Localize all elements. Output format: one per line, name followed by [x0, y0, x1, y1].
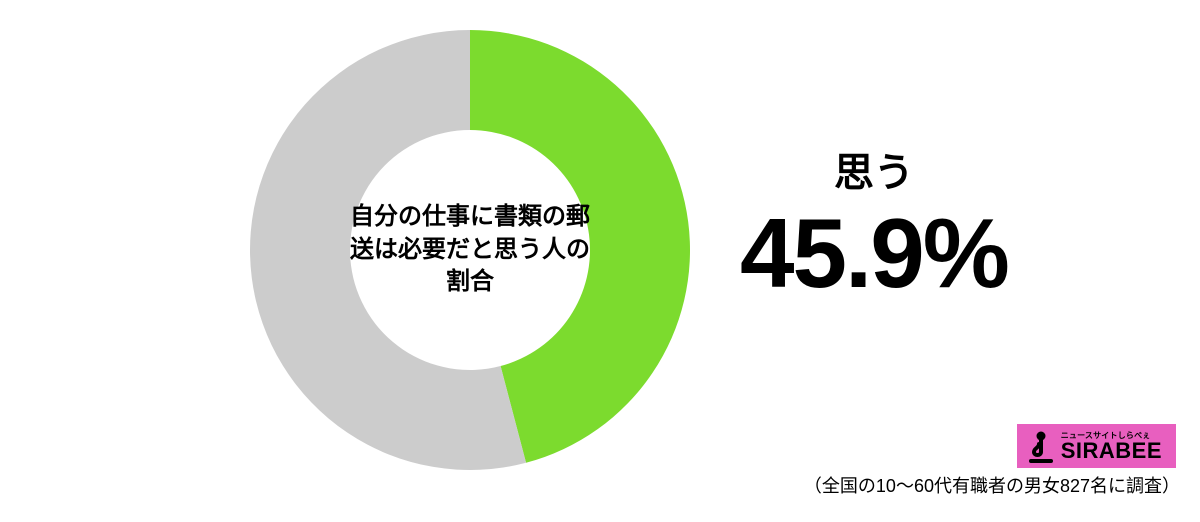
source-note: （全国の10〜60代有職者の男女827名に調査）	[804, 472, 1180, 498]
sirabee-logo: ニュースサイトしらべぇ SIRABEE	[1017, 424, 1176, 468]
highlight-block: 思う 45.9%	[740, 140, 1008, 302]
donut-center-label: 自分の仕事に書類の郵送は必要だと思う人の割合	[250, 30, 690, 470]
logo-name: SIRABEE	[1061, 438, 1162, 463]
infographic-stage: 自分の仕事に書類の郵送は必要だと思う人の割合 思う 45.9% ニュースサイトし…	[0, 0, 1200, 522]
logo-mark-icon	[1025, 430, 1055, 464]
highlight-value: 45.9%	[740, 204, 1008, 302]
highlight-label: 思う	[740, 140, 1008, 198]
donut-chart: 自分の仕事に書類の郵送は必要だと思う人の割合	[250, 30, 690, 470]
logo-badge: ニュースサイトしらべぇ SIRABEE	[1017, 424, 1176, 468]
logo-text-wrap: ニュースサイトしらべぇ SIRABEE	[1061, 432, 1162, 463]
